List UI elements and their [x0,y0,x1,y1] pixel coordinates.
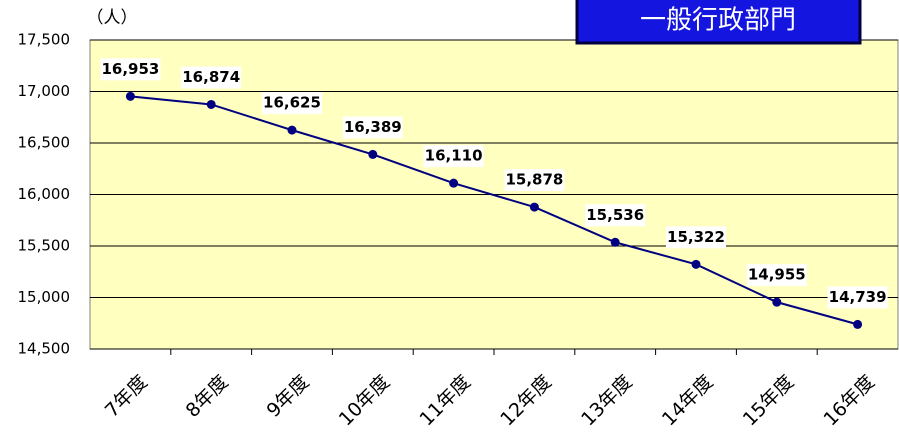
x-tick-label: 8年度 [182,371,233,422]
label-bg [100,58,161,81]
x-tick-label: 9年度 [262,371,313,422]
x-tick-label: 11年度 [415,371,475,431]
label-bg [181,66,242,89]
y-tick-label: 15,000 [18,288,71,306]
x-tick-label: 7年度 [101,371,152,422]
label-bg [423,145,484,168]
point [772,297,782,307]
data-label: 14,955 [748,266,806,284]
x-tick-label: 14年度 [658,371,718,431]
point [125,91,135,101]
data-label: 15,322 [667,228,725,246]
point [610,237,620,247]
y-tick-label: 16,000 [18,185,71,203]
point [691,259,701,269]
x-tick-label: 16年度 [819,371,879,431]
y-tick-label: 17,500 [18,31,71,49]
chart-title: 一般行政部門 [640,6,796,36]
series-line [130,95,858,326]
label-bg [342,116,403,139]
data-label: 16,953 [101,60,159,78]
data-label: 16,110 [425,147,483,165]
y-tick-label: 14,500 [18,340,71,358]
data-label: 16,874 [182,68,240,86]
label-bg [746,264,807,287]
label-bg [262,92,322,115]
y-tick-label: 17,000 [18,82,71,100]
y-tick-label: 16,500 [18,134,71,152]
x-tick-label: 10年度 [335,371,395,431]
y-tick-label: 15,500 [18,237,71,255]
x-tick-label: 13年度 [577,371,637,431]
x-tick-label: 12年度 [496,371,556,431]
label-bg [827,286,888,309]
point [853,319,863,329]
y-unit: （人） [87,8,138,28]
point [206,99,216,109]
label-bg [585,204,646,227]
data-label: 14,739 [829,288,887,306]
point [287,125,297,135]
point [368,149,378,159]
data-label: 15,536 [586,206,644,224]
x-tick-label: 15年度 [739,371,799,431]
point [449,178,459,188]
data-label: 16,389 [344,118,402,136]
data-label: 15,878 [505,171,563,189]
data-label: 16,625 [263,94,321,112]
point [529,202,539,212]
label-bg [666,226,726,249]
label-bg [504,169,565,192]
title-box [575,0,862,45]
